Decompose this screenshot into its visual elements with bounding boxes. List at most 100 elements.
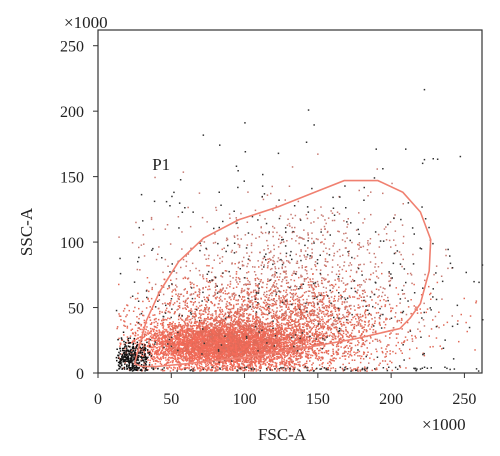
event-point bbox=[157, 334, 160, 337]
event-point bbox=[201, 357, 204, 359]
event-point bbox=[218, 326, 220, 329]
event-point bbox=[175, 343, 178, 345]
event-point bbox=[254, 344, 256, 347]
event-point bbox=[203, 353, 206, 355]
event-point bbox=[147, 351, 149, 353]
event-point bbox=[228, 336, 230, 338]
event-point bbox=[281, 341, 284, 344]
event-point bbox=[288, 337, 291, 339]
event-point bbox=[225, 365, 227, 368]
event-point bbox=[170, 357, 172, 359]
event-point bbox=[270, 339, 273, 341]
event-point bbox=[238, 321, 241, 323]
event-point bbox=[218, 354, 221, 357]
event-point bbox=[243, 361, 246, 363]
event-point bbox=[213, 358, 215, 361]
event-point bbox=[284, 327, 286, 329]
event-point bbox=[278, 349, 280, 351]
event-point bbox=[177, 345, 179, 347]
event-point bbox=[240, 340, 242, 343]
event-point bbox=[341, 334, 343, 336]
event-point bbox=[188, 337, 190, 339]
event-point bbox=[230, 340, 233, 342]
event-point bbox=[161, 342, 163, 344]
event-point bbox=[261, 345, 263, 347]
event-point bbox=[223, 349, 225, 352]
event-point bbox=[278, 355, 280, 358]
event-point bbox=[248, 343, 250, 345]
event-point bbox=[213, 320, 215, 323]
event-point bbox=[190, 333, 192, 335]
event-point bbox=[284, 334, 286, 337]
event-point bbox=[203, 347, 205, 349]
event-point bbox=[155, 339, 158, 342]
event-point bbox=[248, 358, 250, 360]
event-point bbox=[165, 347, 168, 349]
event-point bbox=[287, 361, 290, 363]
event-point bbox=[231, 366, 233, 369]
event-point bbox=[210, 368, 213, 370]
event-point bbox=[268, 348, 270, 350]
event-point bbox=[143, 319, 146, 322]
event-point bbox=[178, 315, 180, 318]
event-point bbox=[185, 367, 188, 369]
event-point bbox=[305, 344, 307, 346]
event-point bbox=[262, 363, 264, 365]
event-point bbox=[125, 352, 127, 354]
event-point bbox=[273, 348, 275, 351]
event-point bbox=[207, 364, 210, 366]
event-point bbox=[159, 362, 162, 365]
event-point bbox=[155, 354, 158, 356]
event-point bbox=[176, 354, 179, 357]
event-point bbox=[234, 365, 236, 368]
event-point bbox=[230, 359, 232, 362]
event-point bbox=[185, 336, 187, 339]
event-point bbox=[201, 343, 203, 345]
event-point bbox=[271, 323, 273, 325]
event-point bbox=[234, 352, 237, 355]
event-point bbox=[244, 358, 246, 360]
event-point bbox=[300, 349, 302, 351]
event-point bbox=[241, 333, 243, 336]
event-point bbox=[254, 347, 256, 350]
event-point bbox=[198, 343, 200, 345]
event-point bbox=[306, 341, 308, 343]
event-point bbox=[238, 319, 240, 321]
event-point bbox=[193, 357, 196, 359]
event-point bbox=[157, 352, 159, 355]
event-point bbox=[142, 326, 145, 329]
event-point bbox=[256, 349, 258, 351]
event-point bbox=[236, 332, 238, 334]
event-point bbox=[177, 338, 179, 341]
event-point bbox=[230, 362, 232, 364]
event-point bbox=[190, 356, 192, 358]
event-point bbox=[187, 344, 190, 346]
event-point bbox=[270, 337, 272, 340]
event-point bbox=[179, 368, 181, 370]
event-point bbox=[238, 343, 241, 346]
event-point bbox=[152, 356, 155, 358]
event-point bbox=[223, 314, 225, 316]
event-point bbox=[185, 339, 188, 342]
event-point bbox=[176, 367, 179, 369]
event-point bbox=[183, 344, 185, 346]
event-point bbox=[201, 350, 203, 353]
event-point bbox=[280, 345, 283, 348]
event-point bbox=[182, 344, 184, 346]
event-point bbox=[249, 354, 251, 357]
event-point bbox=[205, 353, 208, 355]
event-point bbox=[318, 339, 320, 342]
event-point bbox=[184, 345, 187, 348]
event-point bbox=[216, 355, 218, 357]
event-point bbox=[178, 344, 181, 347]
event-point bbox=[203, 338, 205, 341]
event-point bbox=[170, 349, 173, 352]
event-point bbox=[246, 340, 248, 342]
event-point bbox=[248, 339, 250, 341]
event-point bbox=[246, 359, 248, 362]
event-point bbox=[198, 337, 201, 339]
event-point bbox=[323, 337, 326, 339]
event-point bbox=[200, 347, 202, 350]
event-point bbox=[216, 354, 218, 357]
event-point bbox=[204, 354, 207, 356]
